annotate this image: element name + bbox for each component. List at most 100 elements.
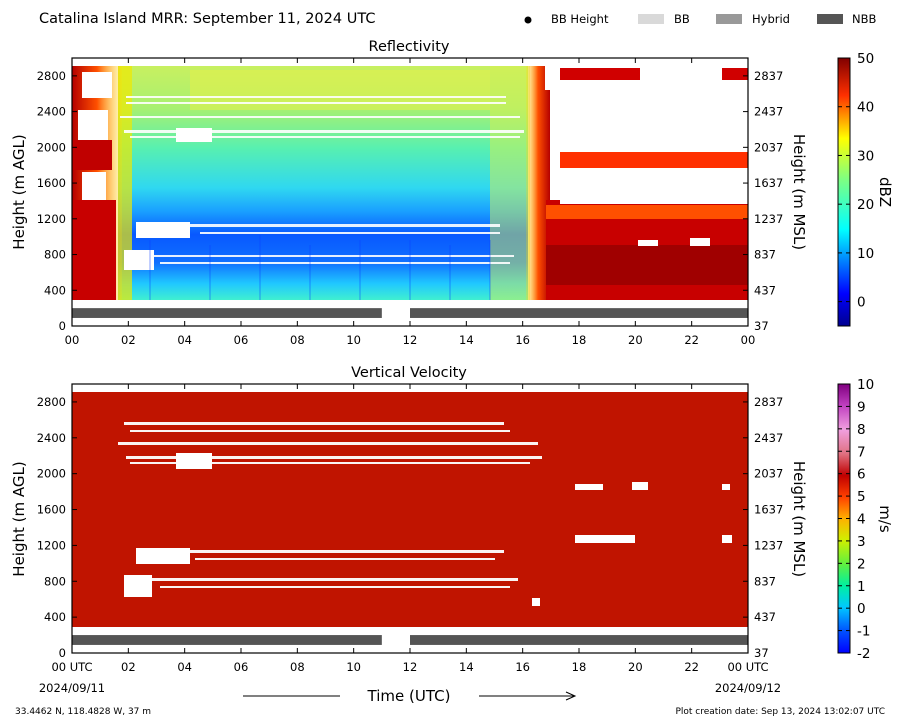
vertical-velocity-y-tick-label-right: 37 (754, 646, 769, 660)
reflectivity-x-tick-label: 00 (65, 333, 80, 347)
reflectivity-y-tick-label-right: 837 (754, 248, 776, 262)
reflectivity-y-tick-label: 2400 (37, 105, 66, 119)
vertical-velocity-x-tick-label: 00 UTC (727, 660, 768, 674)
reflectivity-y-tick-label-right: 437 (754, 283, 776, 297)
vertical-velocity-colorbar-tick-label: 3 (857, 534, 866, 550)
legend-hybrid-swatch (716, 14, 742, 24)
reflectivity-ylabel: Height (m AGL) (10, 134, 28, 249)
legend-bb-label: BB (674, 12, 690, 26)
reflectivity-y-tick-label: 2800 (37, 69, 66, 83)
vertical-velocity-y-tick-label: 2000 (37, 467, 66, 481)
figure-title: Catalina Island MRR: September 11, 2024 … (39, 11, 375, 27)
reflectivity-x-tick-label: 16 (515, 333, 530, 347)
reflectivity-colorbar-label: dBZ (876, 177, 894, 207)
vertical-velocity-colorbar-tick-label: 1 (857, 579, 866, 595)
vertical-velocity-colorbar-tick-label: 4 (857, 512, 866, 528)
reflectivity-x-tick-label: 02 (121, 333, 136, 347)
reflectivity-x-tick-label: 14 (459, 333, 474, 347)
vertical-velocity-colorbar-tick-label: 9 (857, 399, 866, 415)
vertical-velocity-colorbar-tick-label: 0 (857, 601, 866, 617)
legend-hybrid-label: Hybrid (752, 12, 790, 26)
vertical-velocity-x-tick-label: 22 (684, 660, 699, 674)
reflectivity-colorbar-tick-label: 20 (857, 197, 874, 213)
vertical-velocity-colorbar-tick-label: -1 (857, 624, 870, 640)
bb-legend: BB Height BB Hybrid NBB (524, 12, 876, 26)
location-note: 33.4462 N, 118.4828 W, 37 m (15, 707, 151, 717)
vertical-velocity-y-tick-label: 800 (44, 574, 66, 588)
reflectivity-bb-class-bar (72, 308, 748, 318)
reflectivity-y-tick-label: 0 (59, 319, 66, 333)
reflectivity-x-tick-label: 06 (234, 333, 249, 347)
reflectivity-ylabel-right: Height (m MSL) (790, 134, 808, 250)
vertical-velocity-heatmap (72, 384, 748, 653)
vertical-velocity-x-tick-label: 02 (121, 660, 136, 674)
reflectivity-colorbar-tick-label: 50 (857, 51, 874, 67)
vertical-velocity-colorbar-tick-label: 5 (857, 489, 866, 505)
reflectivity-y-tick-label: 1200 (37, 212, 66, 226)
reflectivity-nbb-segment (410, 308, 748, 318)
vertical-velocity-y-tick-label-right: 1637 (754, 503, 783, 517)
reflectivity-x-tick-label: 04 (177, 333, 192, 347)
vertical-velocity-y-tick-label-right: 2837 (754, 395, 783, 409)
reflectivity-y-tick-label-right: 37 (754, 319, 769, 333)
vertical-velocity-y-tick-label-right: 837 (754, 574, 776, 588)
vertical-velocity-x-tick-label: 06 (234, 660, 249, 674)
reflectivity-y-tick-label: 2000 (37, 140, 66, 154)
reflectivity-x-tick-label: 00 (741, 333, 756, 347)
vertical-velocity-colorbar-tick-label: -2 (857, 646, 870, 662)
vertical-velocity-x-tick-label: 12 (403, 660, 418, 674)
reflectivity-y-tick-label-right: 2837 (754, 69, 783, 83)
vertical-velocity-y-tick-label: 1200 (37, 538, 66, 552)
creation-date-note: Plot creation date: Sep 13, 2024 13:02:0… (675, 707, 885, 717)
legend-bb-height-label: BB Height (551, 12, 609, 26)
reflectivity-colorbar-tick-label: 40 (857, 100, 874, 116)
vertical-velocity-title: Vertical Velocity (351, 365, 467, 381)
vertical-velocity-x-tick-label: 10 (346, 660, 361, 674)
vertical-velocity-colorbar-tick-label: 6 (857, 467, 866, 483)
reflectivity-x-tick-label: 18 (572, 333, 587, 347)
vertical-velocity-x-tick-label: 20 (628, 660, 643, 674)
reflectivity-colorbar (837, 57, 851, 327)
vertical-velocity-y-tick-label: 2800 (37, 395, 66, 409)
reflectivity-colorbar-tick-label: 10 (857, 246, 874, 262)
vertical-velocity-colorbar-tick-label: 8 (857, 422, 866, 438)
reflectivity-colorbar-tick-label: 30 (857, 148, 874, 164)
vertical-velocity-nbb-segment (72, 635, 382, 645)
reflectivity-y-tick-label: 800 (44, 248, 66, 262)
reflectivity-y-tick-label-right: 1637 (754, 176, 783, 190)
vertical-velocity-colorbar-tick-label: 10 (857, 377, 874, 393)
start-date-label: 2024/09/11 (39, 681, 105, 695)
vertical-velocity-ylabel: Height (m AGL) (10, 461, 28, 576)
reflectivity-y-tick-label-right: 2437 (754, 105, 783, 119)
legend-bb-height-marker (524, 16, 532, 24)
vertical-velocity-ylabel-right: Height (m MSL) (790, 461, 808, 577)
vertical-velocity-x-tick-label: 00 UTC (51, 660, 92, 674)
vertical-velocity-x-tick-label: 18 (572, 660, 587, 674)
reflectivity-x-tick-label: 08 (290, 333, 305, 347)
reflectivity-y-tick-label: 400 (44, 283, 66, 297)
vertical-velocity-y-tick-label-right: 437 (754, 610, 776, 624)
reflectivity-x-tick-label: 10 (346, 333, 361, 347)
reflectivity-title: Reflectivity (369, 39, 450, 55)
legend-nbb-swatch (817, 14, 843, 24)
reflectivity-x-tick-label: 20 (628, 333, 643, 347)
legend-nbb-label: NBB (852, 12, 876, 26)
vertical-velocity-x-tick-label: 16 (515, 660, 530, 674)
reflectivity-heatmap (72, 58, 748, 326)
vertical-velocity-colorbar-label: m/s (876, 505, 894, 533)
reflectivity-colorbar-ticks: 50 40 30 20 10 0 (838, 51, 874, 311)
reflectivity-y-tick-label-right: 1237 (754, 212, 783, 226)
vertical-velocity-y-tick-label-right: 1237 (754, 538, 783, 552)
vertical-velocity-y-tick-label: 0 (59, 646, 66, 660)
vertical-velocity-nbb-segment (410, 635, 748, 645)
reflectivity-y-tick-label: 1600 (37, 176, 66, 190)
vertical-velocity-x-tick-label: 04 (177, 660, 192, 674)
vertical-velocity-bb-class-bar (72, 635, 748, 645)
reflectivity-nbb-segment (72, 308, 382, 318)
vertical-velocity-y-tick-label: 400 (44, 610, 66, 624)
vertical-velocity-colorbar-tick-label: 7 (857, 444, 866, 460)
